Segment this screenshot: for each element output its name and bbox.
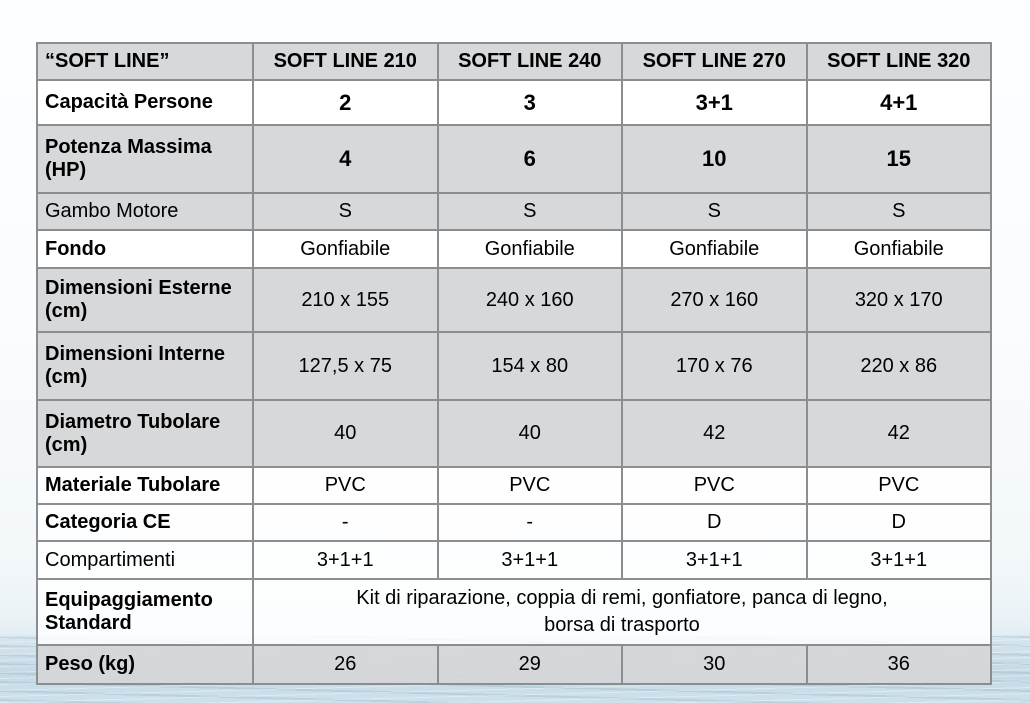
cell-value: 10 [621,124,808,194]
equipment-line-2: borsa di trasporto [544,614,700,636]
cell-value: D [621,503,808,542]
cell-value: 3+1+1 [621,540,808,580]
cell-value: 3+1+1 [252,540,439,580]
cell-value: 220 x 86 [805,331,992,401]
row-materiale-tubolare: Materiale Tubolare PVC PVC PVC PVC [36,466,992,505]
spec-table: “SOFT LINE” SOFT LINE 210 SOFT LINE 240 … [36,42,992,685]
header-cell-series: “SOFT LINE” [36,42,254,81]
cell-value: 2 [252,79,439,126]
cell-value: 42 [621,399,808,468]
cell-value: 40 [436,399,623,468]
header-cell-softline-210: SOFT LINE 210 [252,42,439,81]
cell-value: 29 [436,644,623,685]
row-label: Peso (kg) [36,644,254,685]
table-header-row: “SOFT LINE” SOFT LINE 210 SOFT LINE 240 … [36,42,992,81]
row-gambo-motore: Gambo Motore S S S S [36,192,992,231]
cell-value: PVC [621,466,808,505]
cell-value: 40 [252,399,439,468]
cell-value: D [805,503,992,542]
cell-value: 154 x 80 [436,331,623,401]
row-fondo: Fondo Gonfiabile Gonfiabile Gonfiabile G… [36,229,992,269]
cell-value: 270 x 160 [621,267,808,333]
header-cell-softline-270: SOFT LINE 270 [621,42,808,81]
cell-value: 4+1 [805,79,992,126]
row-label: Dimensioni Esterne (cm) [36,267,254,333]
cell-value: 6 [436,124,623,194]
cell-value: 26 [252,644,439,685]
cell-value: 170 x 76 [621,331,808,401]
cell-value: S [252,192,439,231]
row-categoria-ce: Categoria CE - - D D [36,503,992,542]
row-peso: Peso (kg) 26 29 30 36 [36,644,992,685]
cell-value: 42 [805,399,992,468]
cell-equipment-list: Kit di riparazione, coppia di remi, gonf… [252,578,992,646]
cell-value: 3+1+1 [805,540,992,580]
equipment-line-1: Kit di riparazione, coppia di remi, gonf… [356,587,888,609]
row-label: Materiale Tubolare [36,466,254,505]
cell-value: Gonfiabile [436,229,623,269]
row-label: Capacità Persone [36,79,254,126]
cell-value: 240 x 160 [436,267,623,333]
cell-value: 30 [621,644,808,685]
cell-value: 3 [436,79,623,126]
row-label: Fondo [36,229,254,269]
header-cell-softline-320: SOFT LINE 320 [805,42,992,81]
cell-value: S [805,192,992,231]
cell-value: Gonfiabile [252,229,439,269]
cell-value: - [436,503,623,542]
cell-value: 210 x 155 [252,267,439,333]
cell-value: Gonfiabile [805,229,992,269]
row-dimensioni-interne: Dimensioni Interne (cm) 127,5 x 75 154 x… [36,331,992,401]
row-potenza-massima: Potenza Massima (HP) 4 6 10 15 [36,124,992,194]
row-diametro-tubolare: Diametro Tubolare (cm) 40 40 42 42 [36,399,992,468]
row-compartimenti: Compartimenti 3+1+1 3+1+1 3+1+1 3+1+1 [36,540,992,580]
row-label: Gambo Motore [36,192,254,231]
cell-value: Gonfiabile [621,229,808,269]
cell-value: PVC [436,466,623,505]
row-label: Categoria CE [36,503,254,542]
row-label: Equipaggiamento Standard [36,578,254,646]
row-equipaggiamento-standard: Equipaggiamento Standard Kit di riparazi… [36,578,992,646]
header-cell-softline-240: SOFT LINE 240 [436,42,623,81]
cell-value: - [252,503,439,542]
cell-value: 3+1 [621,79,808,126]
cell-value: PVC [252,466,439,505]
cell-value: 15 [805,124,992,194]
cell-value: S [621,192,808,231]
cell-value: 320 x 170 [805,267,992,333]
cell-value: PVC [805,466,992,505]
row-dimensioni-esterne: Dimensioni Esterne (cm) 210 x 155 240 x … [36,267,992,333]
cell-value: S [436,192,623,231]
cell-value: 3+1+1 [436,540,623,580]
row-label: Dimensioni Interne (cm) [36,331,254,401]
cell-value: 36 [805,644,992,685]
cell-value: 127,5 x 75 [252,331,439,401]
row-capacita-persone: Capacità Persone 2 3 3+1 4+1 [36,79,992,126]
row-label: Potenza Massima (HP) [36,124,254,194]
row-label: Compartimenti [36,540,254,580]
row-label: Diametro Tubolare (cm) [36,399,254,468]
cell-value: 4 [252,124,439,194]
